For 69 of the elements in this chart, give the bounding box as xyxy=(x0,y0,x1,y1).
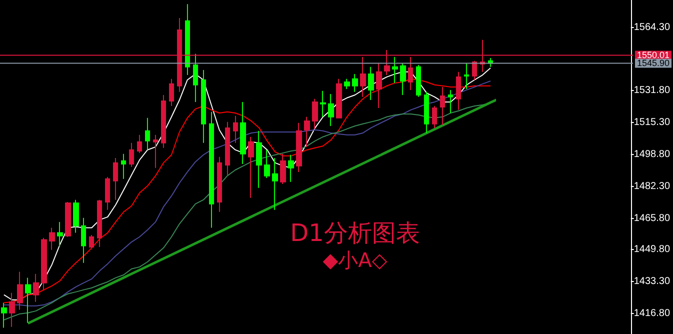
candlestick xyxy=(41,237,47,290)
candlestick xyxy=(280,153,286,184)
candlestick xyxy=(201,69,206,144)
candlestick xyxy=(81,217,86,264)
candlestick xyxy=(217,156,222,212)
candlestick xyxy=(376,62,382,108)
candlestick xyxy=(400,62,406,96)
candlestick xyxy=(368,66,374,101)
candlestick xyxy=(248,136,254,198)
candlestick xyxy=(464,62,469,90)
candlestick xyxy=(320,90,326,118)
candlestick xyxy=(448,89,453,114)
candlestick xyxy=(153,134,158,168)
candlestick xyxy=(233,115,238,144)
candlestick xyxy=(97,199,102,248)
candlestick xyxy=(312,98,318,130)
candlestick xyxy=(33,273,39,302)
candlestick xyxy=(129,142,134,168)
candlestick xyxy=(89,234,94,248)
candlestick xyxy=(288,154,294,182)
candlestick xyxy=(432,106,437,128)
y-tick-label: 1498.80 xyxy=(634,148,670,160)
candlestick xyxy=(256,130,262,188)
ref-line-label: 1545.90 xyxy=(637,58,670,68)
candlestick xyxy=(65,201,71,238)
candlestick xyxy=(113,157,118,200)
candlestick xyxy=(17,271,23,310)
candlestick xyxy=(57,221,63,248)
candlestick xyxy=(121,153,126,180)
y-tick-label: 1515.30 xyxy=(634,117,670,128)
candlestick xyxy=(185,4,190,76)
candlestick xyxy=(73,199,79,234)
y-tick-label: 1465.80 xyxy=(634,212,670,224)
candlestick xyxy=(328,94,334,126)
candlestick xyxy=(392,56,398,84)
candlestick xyxy=(169,78,174,107)
candlestick xyxy=(161,94,166,148)
candlestick xyxy=(9,292,15,328)
candlestick xyxy=(137,134,142,154)
candlestick xyxy=(472,60,477,80)
candlestick xyxy=(272,157,278,210)
candlestick xyxy=(352,74,358,92)
candlestick xyxy=(304,116,310,148)
candlestick xyxy=(296,122,302,172)
candlestick xyxy=(209,111,214,228)
candlestick xyxy=(264,149,270,178)
candlestick xyxy=(240,101,246,164)
candlestick xyxy=(424,91,429,134)
candlestick xyxy=(416,64,421,98)
y-tick-label: 1564.30 xyxy=(634,22,670,34)
y-tick-label: 1531.80 xyxy=(634,85,670,96)
candlestick xyxy=(1,302,7,328)
y-tick-label: 1482.30 xyxy=(634,180,670,192)
candlestick xyxy=(440,86,445,126)
candlestick xyxy=(344,78,350,90)
candlestick xyxy=(225,121,230,176)
text: ◆小A◇ xyxy=(322,248,388,272)
y-tick-label: 1433.30 xyxy=(634,276,670,287)
candlestick xyxy=(456,71,461,110)
candlestick xyxy=(193,53,198,102)
text: D1分析图表 xyxy=(290,219,420,247)
ref-line-label: 1550.01 xyxy=(637,50,670,60)
candlestick xyxy=(336,78,342,118)
candlestick xyxy=(105,176,110,210)
candlestick xyxy=(145,117,150,150)
candlestick xyxy=(49,227,55,250)
y-tick-label: 1416.80 xyxy=(634,308,670,319)
y-tick-label: 1449.80 xyxy=(634,244,670,255)
candlestick xyxy=(25,277,31,324)
